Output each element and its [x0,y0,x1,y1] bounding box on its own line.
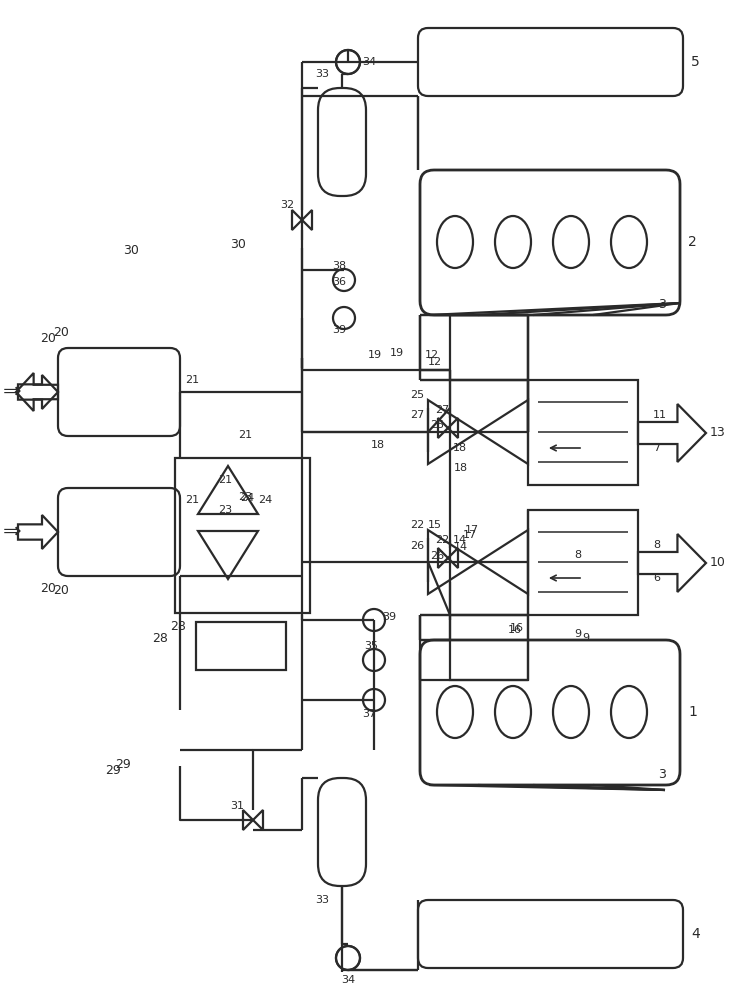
Bar [450,315,528,380]
Text: 24: 24 [258,495,272,505]
Text: 9: 9 [574,629,581,639]
Text: 26: 26 [430,551,444,561]
Text: 30: 30 [123,243,139,256]
Text: 22: 22 [410,520,424,530]
Text: 12: 12 [428,357,442,367]
Text: 18: 18 [454,463,468,473]
Text: 11: 11 [653,410,667,420]
Text: 19: 19 [390,348,404,358]
Text: 39: 39 [332,325,346,335]
Text: 28: 28 [152,632,168,645]
Text: 14: 14 [454,542,468,552]
Text: 34: 34 [362,57,376,67]
Text: 37: 37 [362,709,376,719]
Text: 31: 31 [230,801,244,811]
Text: 5: 5 [691,55,700,69]
Text: 9: 9 [582,633,589,643]
Text: 16: 16 [508,625,522,635]
Text: 20: 20 [53,326,69,338]
Text: 21: 21 [218,475,232,485]
Text: 32: 32 [280,200,294,210]
Text: 23: 23 [238,492,252,502]
Text: 23: 23 [218,505,232,515]
Text: 3: 3 [658,298,666,312]
Bar [196,622,286,670]
Text: 14: 14 [453,535,467,545]
Text: 8: 8 [653,540,660,550]
Text: 21: 21 [185,495,199,505]
Text: 28: 28 [170,620,186,634]
Text: 39: 39 [382,612,396,622]
Text: 29: 29 [115,758,131,772]
Text: 22: 22 [435,535,449,545]
Text: 15: 15 [428,520,442,530]
Text: 4: 4 [691,927,700,941]
Text: 7: 7 [653,443,660,453]
Text: 10: 10 [710,556,726,570]
Text: 27: 27 [410,410,424,420]
Text: 33: 33 [315,69,329,79]
Text: 35: 35 [364,641,378,651]
Text: 25: 25 [430,420,444,430]
Text: 17: 17 [465,525,479,535]
Text: 21: 21 [238,430,252,440]
Text: 3: 3 [658,768,666,782]
Text: 24: 24 [240,493,254,503]
Text: 16: 16 [510,623,524,633]
Text: ⇒: ⇒ [3,382,22,402]
Text: ⇒: ⇒ [3,522,22,542]
Text: 13: 13 [710,426,725,440]
Text: 6: 6 [653,573,660,583]
Bar [450,615,528,680]
Text: 8: 8 [574,550,581,560]
Text: 29: 29 [105,764,121,776]
Text: 34: 34 [341,975,355,985]
Text: 36: 36 [332,277,346,287]
Text: 1: 1 [688,705,697,719]
Text: 18: 18 [371,440,385,450]
Text: 20: 20 [40,332,56,344]
Text: 38: 38 [332,261,346,271]
Text: 19: 19 [368,350,382,360]
Text: 17: 17 [463,530,477,540]
Bar [175,458,310,613]
Text: 2: 2 [688,235,696,249]
Text: 27: 27 [435,405,449,415]
Text: 21: 21 [185,375,199,385]
Text: 30: 30 [230,238,246,251]
Bar [528,380,638,485]
Text: 12: 12 [425,350,439,360]
Text: 20: 20 [40,582,56,594]
Text: 25: 25 [410,390,424,400]
Bar [528,510,638,615]
Text: 20: 20 [53,584,69,596]
Text: 33: 33 [315,895,329,905]
Text: 26: 26 [410,541,424,551]
Text: 18: 18 [453,443,467,453]
